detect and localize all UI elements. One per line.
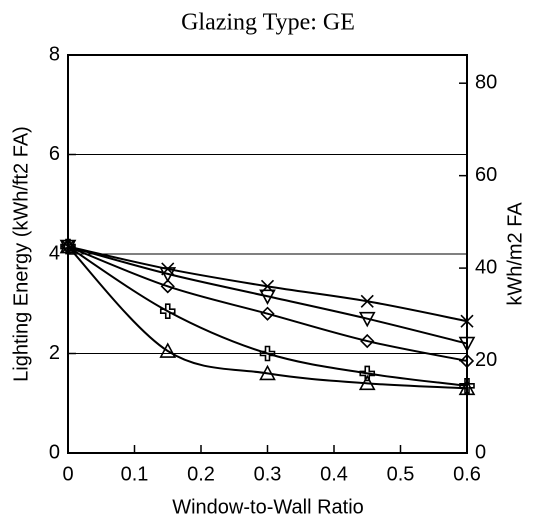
marker bbox=[458, 379, 476, 396]
marker bbox=[259, 345, 276, 362]
y-tick-label: 0 bbox=[49, 441, 60, 463]
y2-tick-label: 60 bbox=[475, 164, 497, 186]
y-tick-label: 8 bbox=[49, 43, 60, 65]
series-line bbox=[67, 245, 468, 362]
marker bbox=[358, 374, 376, 391]
x-tick-label: 0.3 bbox=[254, 463, 282, 485]
series-line bbox=[67, 245, 468, 387]
x-tick-label: 0.5 bbox=[387, 463, 415, 485]
y2-tick-label: 0 bbox=[475, 441, 486, 463]
y2-tick-label: 40 bbox=[475, 256, 497, 278]
marker bbox=[260, 306, 275, 321]
marker bbox=[259, 289, 276, 305]
x-tick-label: 0 bbox=[62, 463, 73, 485]
series-line bbox=[67, 245, 468, 345]
y2-tick-label: 20 bbox=[475, 349, 497, 371]
marker bbox=[259, 364, 276, 381]
x-axis-label: Window-to-Wall Ratio bbox=[172, 496, 364, 518]
marker bbox=[360, 333, 375, 349]
y2-axis-label: kWh/m2 FA bbox=[504, 202, 526, 306]
series-line bbox=[67, 245, 468, 323]
y-tick-label: 2 bbox=[49, 342, 60, 364]
marker bbox=[460, 314, 474, 328]
marker bbox=[159, 303, 176, 320]
x-tick-label: 0.4 bbox=[320, 463, 348, 485]
marker bbox=[159, 267, 177, 283]
y2-tick-label: 80 bbox=[475, 71, 497, 93]
marker bbox=[360, 294, 374, 308]
y-tick-label: 6 bbox=[49, 143, 60, 165]
marker bbox=[459, 353, 475, 369]
marker bbox=[59, 237, 77, 254]
y-axis-label: Lighting Energy (kWh/ft2 FA) bbox=[10, 126, 32, 382]
marker bbox=[358, 311, 376, 328]
x-tick-label: 0.6 bbox=[453, 463, 481, 485]
x-tick-label: 0.1 bbox=[121, 463, 149, 485]
series-line bbox=[67, 245, 468, 390]
y-tick-label: 4 bbox=[49, 242, 60, 264]
marker bbox=[159, 342, 177, 358]
marker bbox=[160, 279, 175, 294]
chart-title: Glazing Type: GE bbox=[181, 10, 355, 36]
marker bbox=[458, 336, 476, 353]
x-tick-label: 0.2 bbox=[187, 463, 215, 485]
